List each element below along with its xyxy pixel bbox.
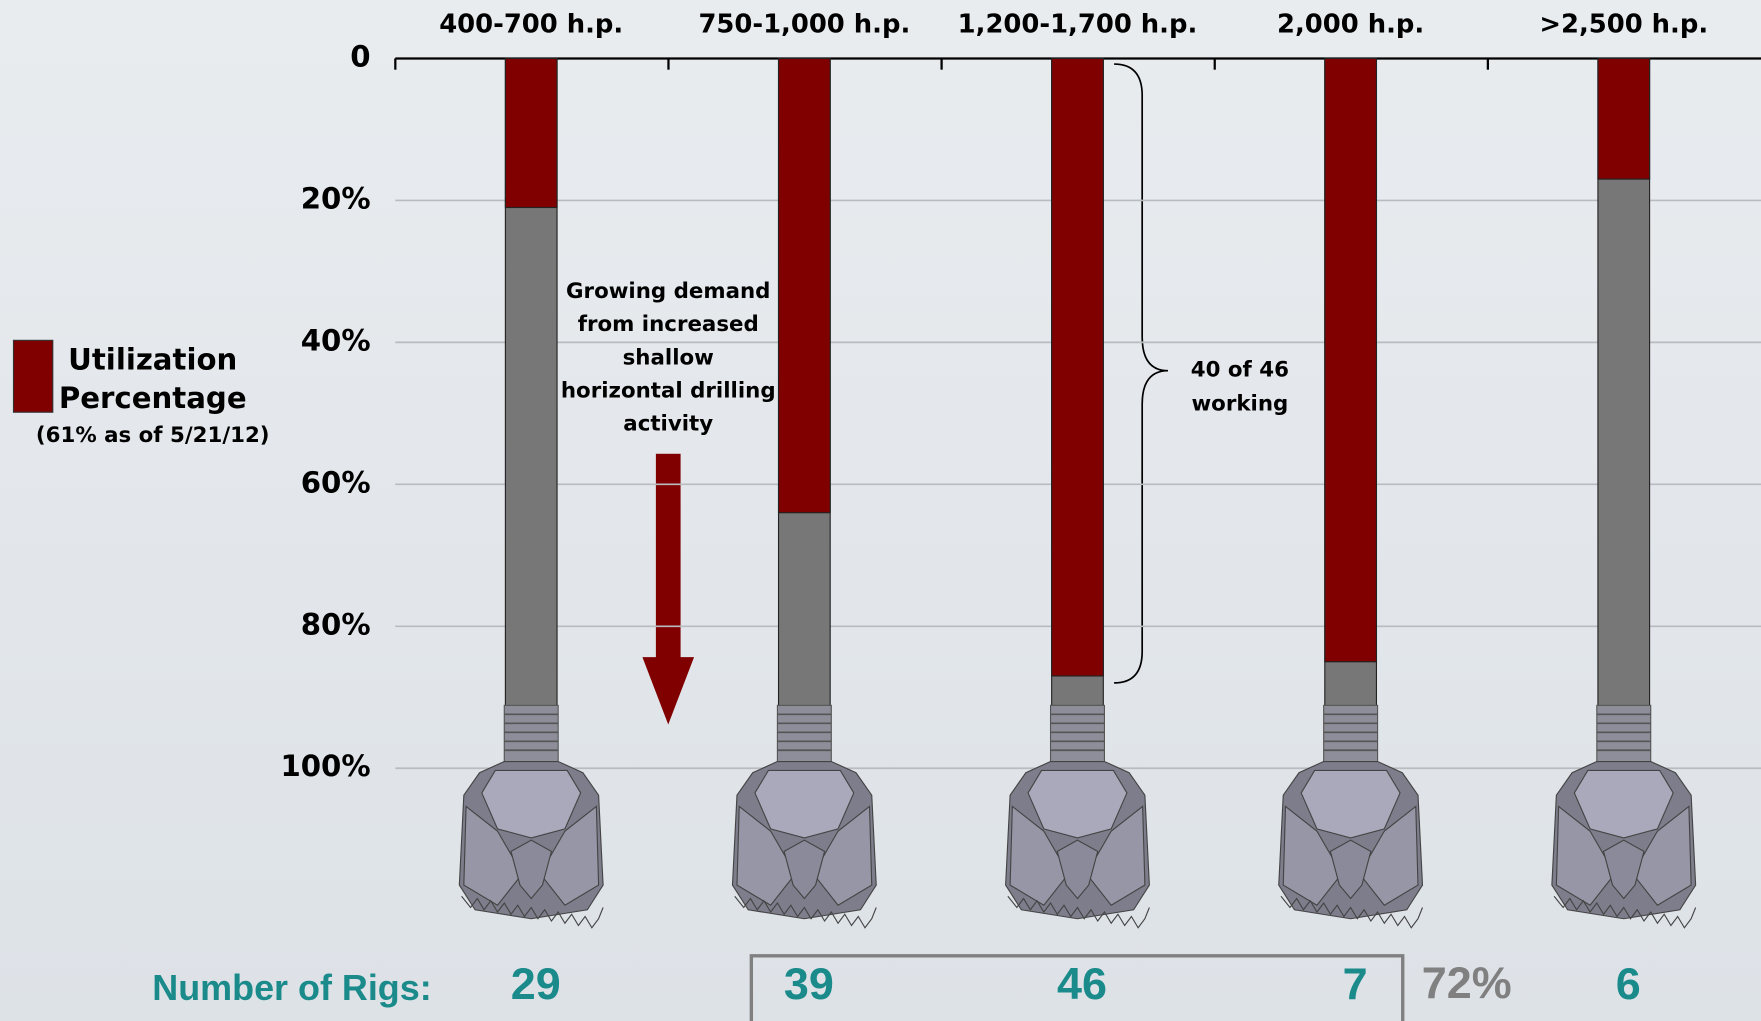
y-tick-label: 0 [350, 39, 370, 73]
page: Utilization Percentage (61% as of 5/21/1… [0, 0, 1761, 1021]
bar [505, 58, 557, 207]
bar [1598, 58, 1650, 179]
y-tick-label: 100% [280, 749, 370, 783]
legend-note: (61% as of 5/21/12) [36, 423, 270, 448]
x-tick-label: >2,500 h.p. [1539, 9, 1708, 39]
rig-count: 29 [511, 958, 561, 1009]
bar [779, 58, 831, 512]
rig-count: 7 [1343, 958, 1368, 1009]
drill-bit [459, 705, 603, 927]
x-tick-label: 1,200-1,700 h.p. [958, 9, 1198, 39]
annotation: from increased [578, 312, 759, 337]
group-share: 72% [1422, 957, 1512, 1008]
brace-label: working [1191, 391, 1288, 416]
brace-label: 40 of 46 [1191, 358, 1289, 383]
bar [1052, 58, 1104, 676]
chart: Utilization Percentage (61% as of 5/21/1… [0, 0, 1761, 1021]
y-tick-label: 40% [301, 323, 371, 357]
legend-label: Percentage [59, 381, 247, 415]
rig-count: 6 [1616, 958, 1641, 1009]
rig-count-title: Number of Rigs: [152, 967, 431, 1008]
x-tick-label: 400-700 h.p. [439, 9, 623, 39]
brace [1114, 64, 1168, 683]
annotation: horizontal drilling [561, 378, 776, 403]
annotation: shallow [623, 345, 714, 370]
y-tick-label: 60% [301, 465, 371, 499]
rig-count: 46 [1057, 958, 1107, 1009]
legend-swatch [13, 340, 52, 412]
y-tick-label: 80% [301, 607, 371, 641]
x-tick-label: 750-1,000 h.p. [698, 9, 910, 39]
rig-count: 39 [784, 958, 834, 1009]
arrow-head [642, 657, 694, 724]
drill-bit [732, 705, 876, 927]
drill-bit [1006, 705, 1150, 927]
y-tick-label: 20% [301, 181, 371, 215]
drill-bit [1552, 705, 1696, 927]
bar [1325, 58, 1377, 661]
annotation: Growing demand [566, 279, 770, 304]
legend-label: Utilization [68, 343, 237, 377]
annotation: activity [623, 412, 713, 437]
x-tick-label: 2,000 h.p. [1277, 9, 1424, 39]
drill-bit [1279, 705, 1423, 927]
